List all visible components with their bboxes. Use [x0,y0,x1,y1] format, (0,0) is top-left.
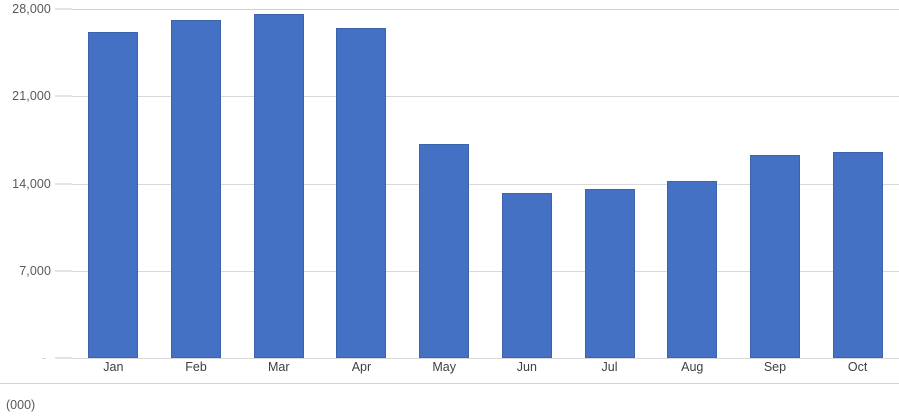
x-axis-tick-label: Aug [681,360,704,374]
x-axis-tick-label: Apr [351,360,372,374]
bar[interactable] [832,151,883,358]
y-axis-tick-mark [55,183,72,184]
gridline [72,96,899,98]
x-axis-tick-label: Jan [103,360,124,374]
x-axis-tick-label: Mar [267,360,290,374]
bar-slot [832,9,883,358]
x-axis: Jan Feb Mar Apr May Jun Jul Aug Sep Oct [72,360,899,382]
bar-slot [501,9,552,358]
y-axis-tick-mark [55,8,72,10]
bar[interactable] [419,143,470,358]
bar-slot [667,9,718,358]
y-axis: - 7,000 14,000 21,000 28,000 [0,0,72,419]
x-axis-tick-label: Oct [847,360,868,374]
bar-slot [419,9,470,358]
bar[interactable] [667,180,718,358]
y-axis-tick-mark [55,270,72,272]
bar-slot [336,9,387,358]
x-axis-tick-label: May [432,360,456,374]
y-axis-tick-label: 14,000 [12,176,51,191]
y-axis-tick-label: - [41,351,46,365]
bar-slot [88,9,139,358]
bar[interactable] [501,193,552,358]
bar-slot [584,9,635,358]
bar-slot [749,9,800,358]
bar[interactable] [584,189,635,358]
y-axis-tick-mark [55,95,72,97]
gridline [72,9,899,10]
y-axis-tick-label: 21,000 [12,89,51,104]
units-caption: (000) [6,398,36,412]
y-axis-tick-label: 28,000 [12,2,51,16]
bar[interactable] [171,19,222,358]
x-axis-tick-label: Sep [763,360,787,374]
y-axis-tick-label: 7,000 [19,263,51,278]
bar-slot [171,9,222,358]
x-axis-tick-label: Jul [601,360,618,374]
bar[interactable] [253,14,304,358]
gridline [72,183,899,185]
plot-area [72,9,899,359]
bar-slot [253,9,304,358]
x-axis-tick-label: Feb [185,360,207,374]
bar[interactable] [88,31,139,358]
axis-separator [0,383,899,384]
gridline [72,358,899,359]
y-axis-tick-mark [55,357,72,359]
bar[interactable] [749,154,800,358]
gridline [72,270,899,272]
x-axis-tick-label: Jun [516,360,537,374]
bar[interactable] [336,27,387,358]
bar-series [72,9,899,358]
